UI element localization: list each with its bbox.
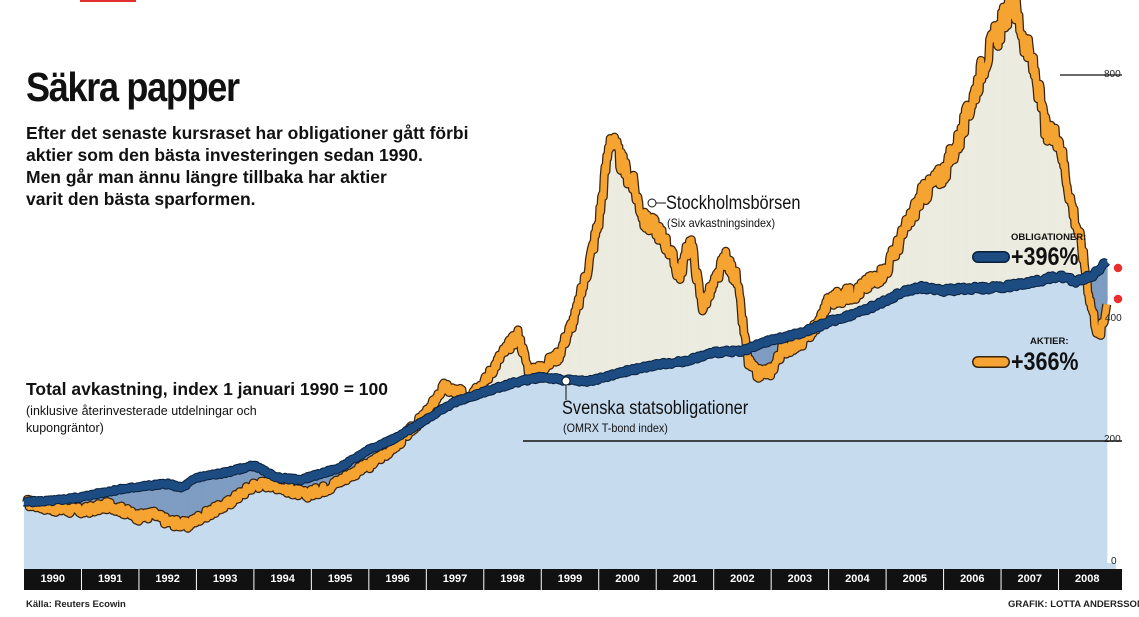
year-label: 2008 bbox=[1075, 573, 1100, 585]
intro-text: Efter det senaste kursraset har obligati… bbox=[26, 122, 546, 210]
intro-line: Men går man ännu längre tillbaka har akt… bbox=[26, 167, 387, 187]
intro-line: varit den bästa sparformen. bbox=[26, 189, 256, 209]
year-label: 1994 bbox=[270, 573, 295, 585]
series-label-bonds: Svenska statsobligationer bbox=[562, 398, 749, 419]
credit-note: GRAFIK: LOTTA ANDERSSON bbox=[1008, 599, 1139, 610]
top-accent-bar bbox=[80, 0, 136, 2]
year-label: 1990 bbox=[40, 573, 65, 585]
year-label: 1996 bbox=[385, 573, 410, 585]
year-label: 1992 bbox=[155, 573, 180, 585]
series-sublabel-bonds: (OMRX T-bond index) bbox=[563, 421, 668, 435]
bond-label-dot bbox=[561, 376, 571, 386]
page-title: Säkra papper bbox=[26, 64, 240, 110]
chart-title: Total avkastning, index 1 januari 1990 =… bbox=[26, 379, 388, 399]
bond-end-marker bbox=[1112, 262, 1124, 274]
year-label: 1997 bbox=[442, 573, 468, 585]
intro-line: aktier som den bästa investeringen sedan… bbox=[26, 145, 423, 165]
bond-end-value: +396% bbox=[1011, 243, 1079, 271]
year-label: 2000 bbox=[615, 573, 640, 585]
bond-end-caption: OBLIGATIONER: bbox=[1011, 232, 1087, 243]
year-label: 1993 bbox=[212, 573, 238, 585]
y-tick-label: 400 bbox=[1105, 313, 1122, 324]
chart-subtitle: (inklusive återinvesterade utdelningar o… bbox=[26, 404, 257, 435]
stock-end-caption: AKTIER: bbox=[1030, 336, 1069, 347]
stock-end-value: +366% bbox=[1011, 348, 1079, 376]
y-tick-label: 800 bbox=[1104, 69, 1121, 80]
source-note: Källa: Reuters Ecowin bbox=[26, 599, 126, 610]
series-sublabel-stocks: (Six avkastningsindex) bbox=[667, 216, 776, 230]
year-label: 2007 bbox=[1017, 573, 1043, 585]
stock-label-dot bbox=[647, 198, 657, 208]
year-label: 2006 bbox=[960, 573, 985, 585]
year-label: 2002 bbox=[730, 573, 755, 585]
difference-segment bbox=[1106, 260, 1108, 305]
year-label: 1991 bbox=[97, 573, 123, 585]
year-label: 1998 bbox=[500, 573, 525, 585]
y-tick-label: 0 bbox=[1111, 556, 1117, 567]
year-label: 2004 bbox=[845, 573, 870, 585]
year-label: 2005 bbox=[902, 573, 928, 585]
series-label-stocks: Stockholmsbörsen bbox=[666, 193, 801, 214]
year-label: 1995 bbox=[327, 573, 353, 585]
y-tick-label: 200 bbox=[1104, 434, 1121, 445]
year-label: 1999 bbox=[557, 573, 583, 585]
area-base bbox=[24, 563, 1116, 569]
year-label: 2001 bbox=[672, 573, 698, 585]
stock-end-marker bbox=[1112, 293, 1124, 305]
year-label: 2003 bbox=[787, 573, 813, 585]
intro-line: Efter det senaste kursraset har obligati… bbox=[26, 123, 469, 143]
